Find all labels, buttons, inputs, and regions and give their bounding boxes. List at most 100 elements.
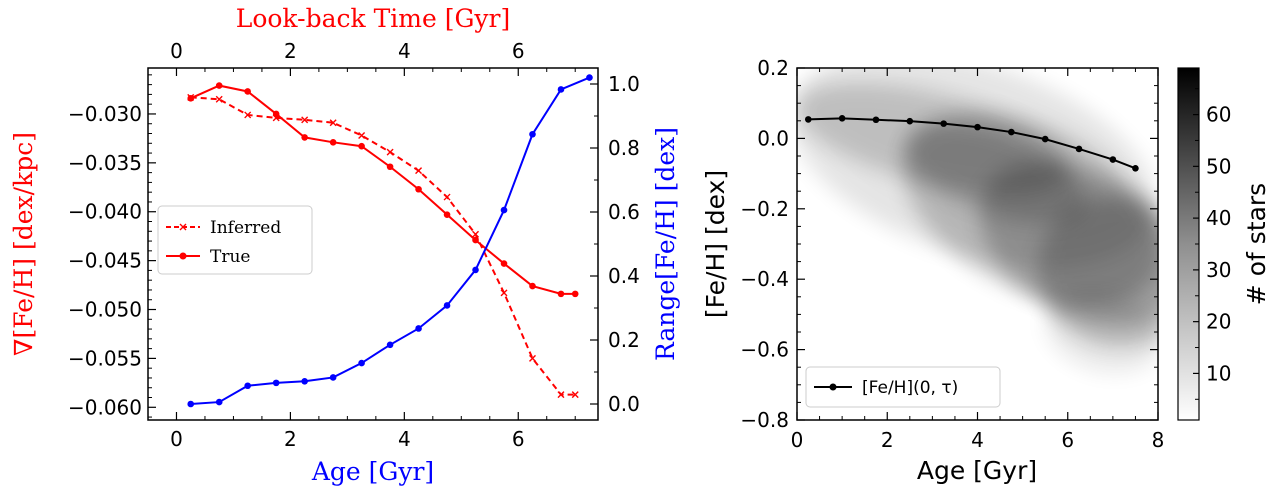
legend-true-marker bbox=[179, 252, 187, 260]
left-ytick-label: −0.060 bbox=[68, 395, 142, 419]
right-ytick-label: 0.8 bbox=[608, 136, 640, 160]
legend-true-label: True bbox=[210, 247, 250, 267]
series-point-true bbox=[272, 110, 280, 118]
star-density-heatmap bbox=[797, 68, 1158, 420]
series-point-range bbox=[358, 359, 365, 367]
right-series-layer bbox=[804, 115, 1139, 172]
series-point-feh bbox=[1041, 135, 1049, 143]
series-point-inferred bbox=[571, 391, 579, 399]
left-ytick-label: −0.055 bbox=[68, 346, 142, 370]
series-point-inferred bbox=[415, 167, 423, 175]
density-region bbox=[1044, 290, 1158, 374]
series-point-feh bbox=[1132, 165, 1139, 172]
series-point-feh bbox=[872, 116, 880, 124]
left-axes-layer: 0 2 4 6 0 2 4 6 −0.030 −0.035 −0.040 −0.045 −0.050 −0… bbox=[68, 39, 640, 451]
right-panel-ytick-label: −0.8 bbox=[740, 408, 789, 432]
right-xlabel: Age [Gyr] bbox=[917, 456, 1037, 485]
right-panel-ytick-label: 0.2 bbox=[757, 56, 789, 80]
right-ylabel: Range[Fe/H] [dex] bbox=[651, 127, 680, 361]
series-point-range bbox=[187, 400, 195, 408]
left-series-layer bbox=[187, 74, 593, 408]
series-point-true bbox=[329, 139, 337, 146]
series-point-range bbox=[272, 379, 280, 387]
series-point-true bbox=[301, 134, 308, 141]
right-xtick-label: 0 bbox=[791, 428, 804, 452]
right-legend-box bbox=[805, 366, 1001, 408]
series-point-inferred bbox=[500, 289, 508, 297]
right-panel-ytick-label: −0.2 bbox=[740, 197, 789, 221]
gradient-panel: 0 2 4 6 0 2 4 6 −0.030 −0.035 −0.040 −0.045 −0.050 −0… bbox=[9, 4, 680, 486]
metallicity-panel: 0 2 4 6 8 0.2 0.0 −0.2 −0.4 −0.6 −0.8 Age [Gyr] [F… bbox=[701, 56, 1271, 485]
right-ytick-label: 0.2 bbox=[608, 328, 640, 352]
left-ytick-label: −0.035 bbox=[68, 151, 142, 175]
right-xtick-label: 4 bbox=[971, 428, 984, 452]
series-point-true bbox=[472, 236, 479, 244]
left-ytick-label: −0.030 bbox=[68, 102, 142, 126]
series-point-feh bbox=[906, 117, 914, 125]
colorbar-tick-label: 40 bbox=[1206, 206, 1231, 230]
right-xtick-label: 2 bbox=[881, 428, 894, 452]
right-xtick-label: 6 bbox=[1061, 428, 1074, 452]
right-ytick-label: 0.4 bbox=[608, 264, 640, 288]
colorbar-ticks: 10 20 30 40 50 60 bbox=[1193, 88, 1231, 400]
series-point-true bbox=[500, 260, 508, 267]
series-point-feh bbox=[804, 116, 812, 123]
legend-inferred-marker bbox=[179, 223, 187, 231]
left-xtick-label: 2 bbox=[284, 427, 297, 451]
left-legend: Inferred True bbox=[157, 205, 313, 275]
left-top-xtick-label: 4 bbox=[398, 39, 411, 63]
series-point-inferred bbox=[557, 391, 565, 399]
left-ytick-label: −0.050 bbox=[68, 298, 142, 322]
series-point-range bbox=[301, 377, 308, 385]
left-ylabel: ∇[Fe/H] [dex/kpc] bbox=[9, 132, 38, 356]
series-point-range bbox=[386, 341, 394, 349]
series-point-true bbox=[415, 185, 422, 193]
series-point-inferred bbox=[386, 148, 394, 156]
series-point-inferred bbox=[358, 131, 366, 139]
right-xtick-label: 8 bbox=[1152, 428, 1165, 452]
legend-inferred-label: Inferred bbox=[210, 218, 281, 238]
left-xtick-label: 6 bbox=[512, 427, 525, 451]
series-point-feh bbox=[1075, 145, 1083, 153]
series-point-range bbox=[472, 266, 479, 274]
series-point-range bbox=[329, 374, 337, 381]
left-xtick-label: 0 bbox=[170, 427, 183, 451]
series-point-feh bbox=[974, 123, 981, 131]
right-ytick-label: 0.6 bbox=[608, 200, 640, 224]
left-ytick-label: −0.045 bbox=[68, 249, 142, 273]
series-point-inferred bbox=[329, 119, 337, 127]
right-panel-ytick-label: 0.0 bbox=[757, 126, 789, 150]
right-axes-layer: 0 2 4 6 8 0.2 0.0 −0.2 −0.4 −0.6 −0.8 bbox=[740, 56, 1164, 452]
left-top-xtick-label: 2 bbox=[284, 39, 297, 63]
series-point-range bbox=[500, 206, 508, 214]
series-point-range bbox=[415, 325, 422, 332]
colorbar-label: # of stars bbox=[1242, 183, 1271, 305]
left-top-xtick-label: 6 bbox=[512, 39, 525, 63]
left-top-xtick-label: 0 bbox=[170, 39, 183, 63]
legend-feh-label: [Fe/H](0, τ) bbox=[862, 378, 958, 398]
left-top-xlabel: Look-back Time [Gyr] bbox=[236, 4, 511, 33]
series-point-feh bbox=[940, 120, 947, 127]
series-point-true bbox=[443, 211, 451, 218]
series-point-inferred bbox=[472, 230, 480, 238]
series-point-inferred bbox=[244, 111, 252, 119]
series-point-range bbox=[557, 86, 565, 93]
series-point-inferred bbox=[443, 193, 451, 201]
series-point-range bbox=[529, 130, 536, 138]
series-point-true bbox=[386, 163, 394, 171]
series-point-feh bbox=[1109, 156, 1117, 163]
series-point-range bbox=[244, 382, 251, 390]
series-point-true bbox=[244, 88, 251, 95]
series-point-true bbox=[557, 290, 565, 298]
series-point-true bbox=[529, 282, 536, 290]
series-point-feh bbox=[1008, 128, 1015, 136]
right-panel-ytick-label: −0.4 bbox=[740, 267, 789, 291]
series-point-inferred bbox=[215, 95, 223, 103]
series-point-true bbox=[215, 82, 223, 89]
series-point-true bbox=[571, 290, 579, 298]
right-panel-ytick-label: −0.6 bbox=[740, 338, 789, 362]
right-ytick-label: 0.0 bbox=[608, 392, 640, 416]
colorbar-tick-label: 10 bbox=[1206, 361, 1231, 385]
left-xtick-label: 4 bbox=[398, 427, 411, 451]
